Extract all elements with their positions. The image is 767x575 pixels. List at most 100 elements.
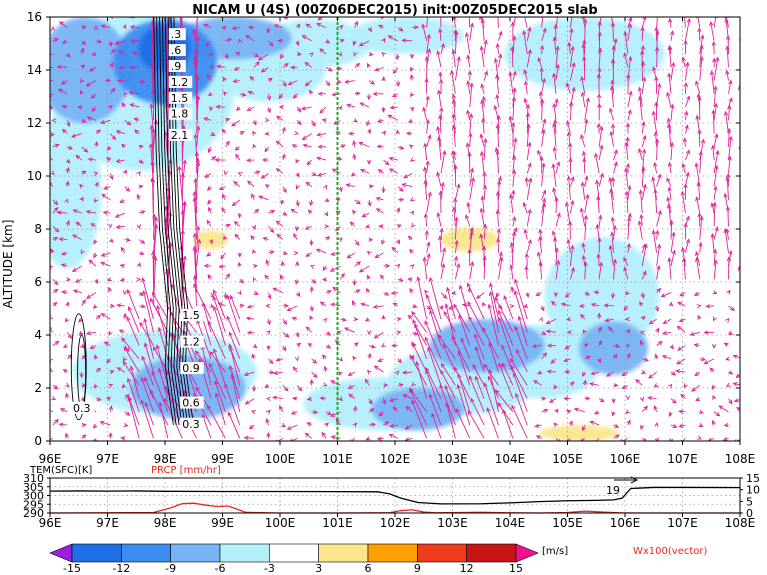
wind-vector (684, 150, 690, 161)
wind-vector-head (225, 223, 231, 228)
wind-vector-head (409, 264, 415, 269)
wind-vector-head (377, 358, 383, 362)
wind-vector-head (741, 207, 744, 211)
wind-vector (194, 60, 198, 108)
wind-vector (509, 72, 514, 94)
wind-vector-head (718, 405, 724, 410)
wind-vector (641, 61, 644, 81)
wind-vector (581, 76, 586, 94)
wind-vector-head (78, 330, 84, 336)
wind-vector-head (79, 196, 84, 202)
wind-vector (89, 9, 96, 14)
panel-x-tick-label: 106E (610, 516, 641, 530)
wind-vector-head (569, 381, 575, 386)
wind-vector (641, 17, 646, 28)
wind-vector-head (50, 181, 53, 186)
wind-vector (553, 123, 557, 147)
wind-vector (494, 297, 514, 333)
wind-vector (152, 17, 154, 28)
y-tick-label: 16 (27, 10, 42, 24)
wind-vector (224, 383, 241, 426)
wind-vector-head (428, 276, 434, 282)
wind-vector (743, 201, 747, 213)
wind-vector-head (97, 39, 103, 44)
wind-vector-head (654, 437, 659, 441)
wind-vector (362, 212, 370, 218)
wind-vector (626, 191, 629, 214)
wind-vector (713, 202, 716, 227)
wind-vector-head (597, 358, 602, 364)
wind-vector-head (388, 397, 394, 403)
wind-vector (497, 210, 499, 227)
wind-vector (580, 208, 586, 227)
wind-vector (438, 334, 456, 360)
wind-vector-head (207, 186, 212, 191)
wind-vector-head (583, 343, 589, 348)
wind-vector (546, 330, 557, 333)
wind-vector-head (424, 336, 429, 342)
wind-vector (541, 78, 545, 94)
wind-vector (713, 165, 718, 187)
wind-vector-head (454, 239, 459, 245)
wind-vector-head (456, 183, 461, 189)
wind-vector-head (647, 395, 653, 401)
wind-vector (452, 336, 471, 373)
wind-vector (569, 62, 575, 81)
wind-vector (52, 207, 59, 214)
wind-vector-head (201, 413, 206, 419)
wind-vector-head (453, 29, 458, 35)
wind-vector (440, 43, 445, 55)
wind-vector-head (722, 436, 728, 441)
wind-vector-head (481, 117, 486, 123)
wind-vector (405, 406, 413, 413)
wind-vector-head (655, 229, 660, 235)
wind-vector (624, 31, 629, 55)
wind-vector-head (347, 371, 353, 376)
wind-vector-head (409, 387, 414, 393)
wind-vector-head (250, 235, 255, 240)
wind-vector (439, 72, 442, 81)
wind-vector-head (488, 368, 493, 374)
wind-vector-head (381, 342, 387, 348)
wind-vector (50, 369, 54, 373)
wind-vector-head (513, 290, 518, 296)
wind-vector-head (295, 332, 300, 338)
wind-vector-head (50, 248, 55, 254)
wind-vector (151, 21, 154, 68)
wind-vector-head (455, 407, 460, 413)
wind-vector-head (597, 326, 602, 332)
wind-vector-head (65, 180, 70, 186)
wind-vector-head (497, 179, 502, 185)
wind-vector (625, 142, 629, 161)
wind-vector (116, 130, 125, 135)
wind-vector-head (399, 197, 405, 202)
contour-label-bg (180, 417, 204, 430)
wind-vector (537, 57, 543, 68)
wind-vector (460, 338, 471, 360)
wind-vector (52, 341, 59, 346)
wind-vector (697, 94, 701, 108)
wind-vector (682, 247, 686, 267)
wind-vector-head (595, 223, 600, 229)
wind-vector-head (325, 81, 331, 87)
wind-vector (440, 248, 446, 267)
wind-vector-head (626, 3, 629, 7)
wind-vector-head (546, 369, 552, 374)
y-tick-label: 6 (34, 275, 42, 289)
wind-vector-head (551, 163, 556, 169)
wind-vector (483, 138, 486, 161)
wind-vector (156, 345, 169, 386)
wind-vector (230, 295, 241, 320)
wind-vector-head (669, 344, 674, 350)
wind-vector (196, 239, 200, 267)
wind-vector-head (251, 387, 257, 393)
wind-vector (481, 84, 485, 94)
wind-vector-head (625, 395, 631, 401)
wind-vector-head (483, 363, 488, 369)
wind-vector-head (514, 278, 519, 284)
wind-vector (612, 59, 614, 81)
wind-vector-head (639, 339, 644, 345)
wind-vector-head (182, 255, 187, 261)
wind-vector (426, 119, 429, 134)
wind-vector (403, 172, 413, 179)
